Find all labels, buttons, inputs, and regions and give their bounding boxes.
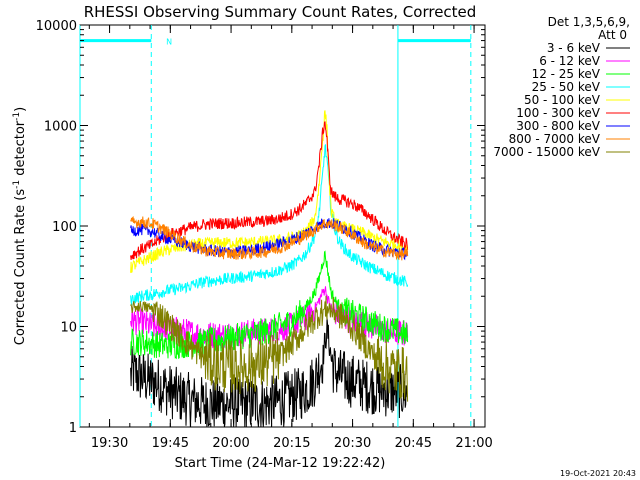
legend-label-4: 50 - 100 keV xyxy=(524,93,601,107)
series-line-7 xyxy=(130,215,409,261)
x-tick-label-6: 21:00 xyxy=(455,436,492,451)
x-axis-label: Start Time (24-Mar-12 19:22:42) xyxy=(175,456,386,471)
legend-label-5: 100 - 300 keV xyxy=(516,106,600,120)
saa-marker-label: N xyxy=(166,38,172,47)
legend-label-2: 12 - 25 keV xyxy=(532,67,601,81)
legend-label-8: 7000 - 15000 keV xyxy=(493,145,600,159)
legend-header-detectors: Det 1,3,5,6,9, xyxy=(548,15,630,29)
series-line-5 xyxy=(130,121,409,260)
x-tick-label-5: 20:45 xyxy=(395,436,432,451)
y-tick-label-3: 1000 xyxy=(44,120,77,135)
x-tick-label-4: 20:30 xyxy=(334,436,371,451)
series-line-8 xyxy=(130,295,409,402)
legend-label-7: 800 - 7000 keV xyxy=(509,132,601,146)
legend-label-3: 25 - 50 keV xyxy=(532,80,601,94)
y-tick-label-2: 100 xyxy=(52,220,77,235)
legend-label-1: 6 - 12 keV xyxy=(539,54,601,68)
axis-layer: 1 10 100 1000 10000 19:30 19:45 20:00 20:15 20:30… xyxy=(36,19,493,451)
legend-header-attenuator: Att 0 xyxy=(598,28,627,42)
x-tick-label-0: 19:30 xyxy=(91,436,128,451)
render-timestamp: 19-Oct-2021 20:43 xyxy=(560,469,636,478)
legend-label-0: 3 - 6 keV xyxy=(547,41,601,55)
y-tick-label-0: 1 xyxy=(69,421,77,436)
chart-title: RHESSI Observing Summary Count Rates, Co… xyxy=(84,3,477,21)
legend-label-6: 300 - 800 keV xyxy=(516,119,600,133)
x-tick-label-2: 20:00 xyxy=(212,436,249,451)
series-line-0 xyxy=(130,317,409,428)
y-tick-label-4: 10000 xyxy=(36,19,77,34)
series-line-3 xyxy=(130,144,409,306)
x-tick-label-3: 20:15 xyxy=(273,436,310,451)
x-tick-label-1: 19:45 xyxy=(152,436,189,451)
y-axis-label: Corrected Count Rate (s-1 detector-1) xyxy=(12,107,28,345)
series-layer xyxy=(130,110,409,428)
y-tick-label-1: 10 xyxy=(60,321,77,336)
